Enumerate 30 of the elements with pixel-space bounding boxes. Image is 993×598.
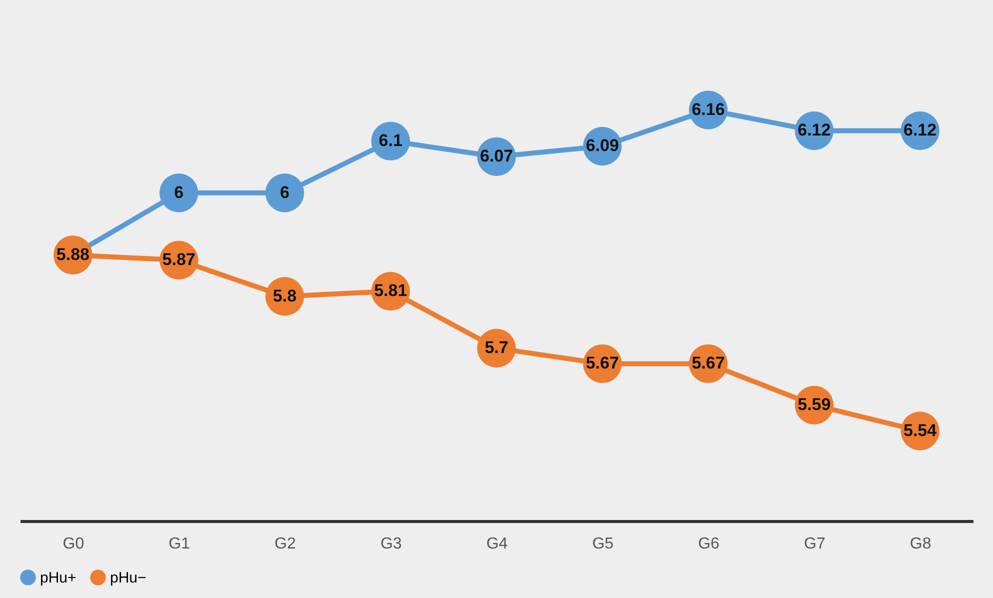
data-label: 6.16 bbox=[692, 100, 725, 119]
legend-label: pHu− bbox=[110, 569, 147, 586]
data-label: 5.87 bbox=[162, 250, 196, 270]
legend-label: pHu+ bbox=[40, 569, 77, 586]
data-label: 5.54 bbox=[904, 421, 938, 440]
data-label: 6 bbox=[280, 182, 290, 202]
x-tick-label: G5 bbox=[592, 536, 614, 552]
point bbox=[265, 174, 304, 212]
x-tick-label: G4 bbox=[486, 536, 508, 552]
data-label: 6.07 bbox=[480, 146, 514, 166]
x-tick-label: G7 bbox=[804, 536, 826, 552]
x-tick-label: G8 bbox=[910, 536, 932, 552]
data-label: 5.88 bbox=[56, 244, 90, 264]
data-label: 5.67 bbox=[692, 354, 725, 373]
x-tick-label: G0 bbox=[62, 536, 84, 552]
data-label: 5.81 bbox=[374, 281, 408, 300]
data-label: 5.8 bbox=[272, 286, 297, 306]
point bbox=[159, 174, 198, 212]
data-label: 6.1 bbox=[378, 131, 402, 150]
x-tick-label: G2 bbox=[274, 536, 296, 552]
data-label: 6.12 bbox=[904, 120, 937, 140]
data-label: 5.67 bbox=[586, 354, 619, 373]
data-label: 5.7 bbox=[484, 338, 508, 358]
x-tick-label: G6 bbox=[698, 536, 720, 552]
data-label: 6.12 bbox=[798, 120, 831, 140]
data-label: 5.59 bbox=[798, 395, 831, 414]
x-tick-label: G1 bbox=[168, 536, 190, 552]
data-label: 6 bbox=[174, 182, 184, 202]
x-tick-label: G3 bbox=[380, 536, 402, 552]
data-label: 6.09 bbox=[586, 136, 619, 156]
